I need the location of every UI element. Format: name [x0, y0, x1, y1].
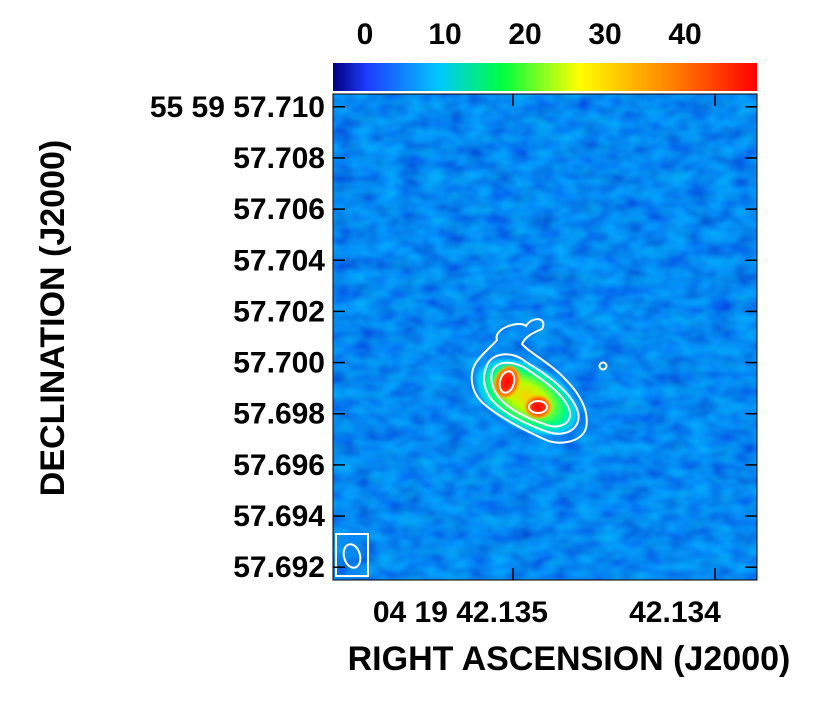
- contour-2: [483, 353, 580, 435]
- x-tick-label: 42.134: [629, 596, 721, 629]
- contour-outer: [470, 318, 588, 444]
- axes-frame: [332, 93, 758, 581]
- noise-texture: [333, 94, 757, 580]
- contour-peak-1: [498, 370, 516, 394]
- colorbar-tick-label: 10: [428, 18, 461, 51]
- beam-ellipse: [335, 533, 369, 577]
- y-tick-label: 57.708: [233, 142, 325, 175]
- y-tick-label: 57.702: [233, 295, 325, 328]
- contour-small-blob: [598, 361, 608, 371]
- y-axis-ticks: 55 59 57.710 57.708 57.706 57.704 57.702 57.7…: [150, 91, 757, 584]
- map-panel: [333, 94, 757, 580]
- peak-2: [523, 394, 553, 420]
- y-tick-label: 57.696: [233, 449, 325, 482]
- y-tick-label: 57.694: [233, 500, 325, 533]
- contour-peak-2: [528, 400, 548, 414]
- y-tick-label: 57.704: [233, 244, 325, 277]
- x-tick-label: 04 19 42.135: [373, 596, 548, 629]
- x-axis-ticks: 04 19 42.135 42.134: [373, 94, 721, 629]
- y-tick-label: 57.700: [233, 347, 325, 380]
- y-tick-label: 55 59 57.710: [150, 91, 325, 124]
- y-axis-title: DECLINATION (J2000): [34, 140, 72, 496]
- x-axis-title: RIGHT ASCENSION (J2000): [348, 640, 791, 678]
- colorbar-tick-label: 0: [357, 18, 374, 51]
- y-tick-label: 57.692: [233, 551, 325, 584]
- colorbar-gradient: [333, 63, 757, 91]
- colorbar-tick-label: 30: [588, 18, 621, 51]
- colorbar-tick-label: 20: [508, 18, 541, 51]
- y-tick-label: 57.698: [233, 398, 325, 431]
- peak-1: [492, 363, 522, 401]
- colorbar-tick-labels: 0 10 20 30 40: [357, 18, 702, 51]
- colorbar-tick-label: 40: [668, 18, 701, 51]
- contour-3: [490, 361, 572, 428]
- contour-lines: [470, 318, 608, 444]
- colorbar: 0 10 20 30 40: [333, 18, 757, 93]
- y-tick-label: 57.706: [233, 193, 325, 226]
